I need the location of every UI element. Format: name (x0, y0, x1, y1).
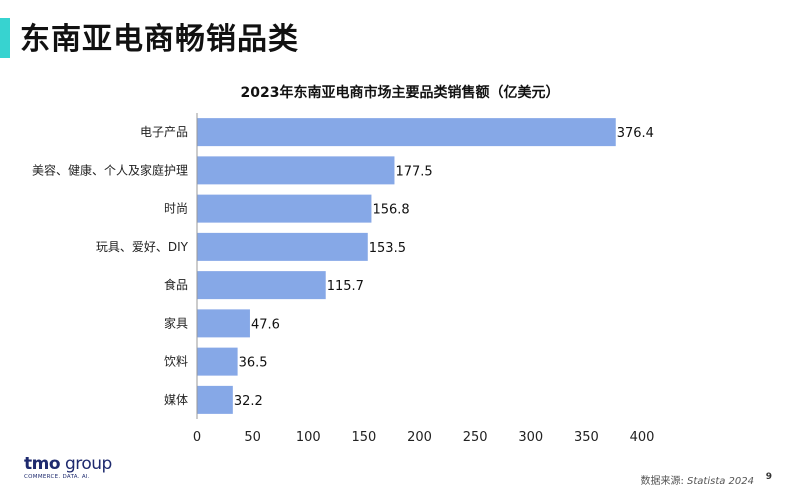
bar (197, 385, 233, 414)
logo-secondary-text: group (64, 454, 112, 474)
x-tick-label: 300 (518, 430, 543, 445)
value-label: 36.5 (239, 356, 268, 371)
bar (197, 194, 372, 223)
bar (197, 309, 250, 338)
value-label: 177.5 (395, 164, 432, 179)
x-tick-label: 350 (574, 430, 599, 445)
x-tick-label: 50 (244, 430, 261, 445)
x-axis-ticks: 0 50 100 150 200 250 300 350 400 (193, 430, 655, 445)
x-tick-label: 200 (407, 430, 432, 445)
bars-group: 电子产品 376.4 美容、健康、个人及家庭护理 177.5 时尚 156.8 玩具、爱好、… (32, 118, 654, 414)
category-label: 家具 (164, 315, 188, 330)
category-label: 玩具、爱好、DIY (96, 240, 189, 254)
category-label: 食品 (164, 277, 188, 292)
source-name: Statista 2024 (687, 476, 754, 487)
value-label: 156.8 (372, 203, 409, 218)
category-label: 时尚 (164, 202, 188, 216)
value-label: 47.6 (251, 317, 280, 332)
category-label: 媒体 (164, 393, 188, 407)
value-label: 115.7 (327, 279, 364, 294)
value-label: 376.4 (617, 126, 654, 141)
bar (197, 347, 238, 376)
logo-main-text: tmo (24, 454, 61, 474)
bar (197, 271, 326, 300)
x-tick-label: 100 (296, 430, 321, 445)
logo-tagline: COMMERCE. DATA. AI. (24, 474, 90, 480)
category-label: 美容、健康、个人及家庭护理 (32, 162, 188, 177)
bar (197, 118, 616, 147)
bar (197, 232, 368, 261)
chart-title: 2023年东南亚电商市场主要品类销售额（亿美元） (241, 84, 560, 101)
category-label: 饮料 (164, 355, 188, 369)
slide-title: 东南亚电商畅销品类 (20, 22, 299, 57)
data-source: 数据来源: Statista 2024 (640, 472, 754, 487)
x-tick-label: 150 (351, 430, 376, 445)
title-accent-bar (0, 18, 10, 58)
x-tick-label: 0 (193, 430, 201, 445)
source-prefix: 数据来源: (640, 476, 688, 487)
bar (197, 156, 395, 185)
value-label: 153.5 (369, 241, 406, 256)
x-tick-label: 400 (630, 430, 655, 445)
category-label: 电子产品 (140, 125, 188, 139)
x-tick-label: 250 (463, 430, 488, 445)
page-number: 9 (765, 472, 772, 482)
value-label: 32.2 (234, 394, 263, 409)
tmo-group-logo: tmo group COMMERCE. DATA. AI. (24, 454, 112, 481)
